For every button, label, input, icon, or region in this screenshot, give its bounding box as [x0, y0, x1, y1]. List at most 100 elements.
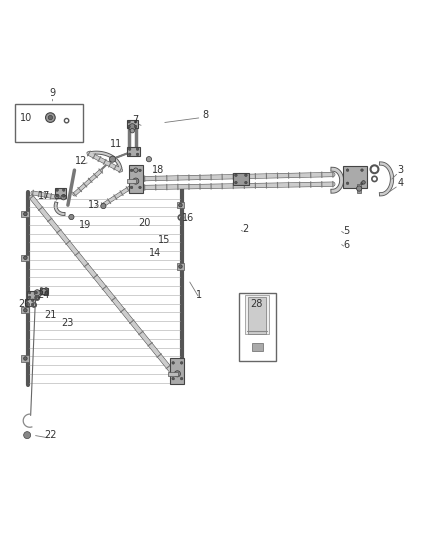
- Circle shape: [362, 181, 365, 184]
- Text: 11: 11: [110, 139, 122, 149]
- Circle shape: [130, 128, 134, 133]
- Circle shape: [128, 120, 130, 123]
- Circle shape: [55, 194, 59, 199]
- Bar: [177, 263, 184, 270]
- Text: 24: 24: [38, 290, 50, 300]
- Circle shape: [28, 296, 31, 298]
- Circle shape: [35, 296, 37, 298]
- FancyBboxPatch shape: [15, 104, 83, 142]
- Text: 9: 9: [49, 88, 56, 99]
- Bar: [127, 147, 140, 156]
- Text: 10: 10: [20, 112, 32, 123]
- Bar: [21, 211, 29, 217]
- Circle shape: [346, 169, 349, 172]
- Circle shape: [128, 125, 130, 128]
- Circle shape: [130, 186, 133, 189]
- Circle shape: [174, 371, 180, 377]
- Circle shape: [24, 256, 27, 260]
- Circle shape: [24, 357, 27, 360]
- Circle shape: [46, 113, 55, 123]
- Text: 26: 26: [18, 298, 30, 309]
- Bar: [21, 255, 29, 261]
- Bar: [233, 173, 249, 185]
- Bar: [251, 343, 263, 351]
- Circle shape: [139, 186, 141, 189]
- Text: 8: 8: [203, 110, 209, 120]
- Circle shape: [63, 195, 65, 197]
- Circle shape: [25, 303, 28, 306]
- Bar: [343, 166, 367, 188]
- Bar: [21, 307, 29, 313]
- Circle shape: [40, 287, 43, 290]
- Text: 6: 6: [343, 240, 349, 249]
- Circle shape: [179, 204, 182, 207]
- Circle shape: [45, 291, 47, 294]
- Circle shape: [40, 291, 43, 294]
- Circle shape: [56, 195, 58, 197]
- Text: 28: 28: [250, 298, 262, 309]
- Text: 23: 23: [62, 318, 74, 328]
- Circle shape: [24, 309, 27, 312]
- Circle shape: [244, 174, 247, 176]
- Circle shape: [32, 299, 34, 302]
- Circle shape: [129, 124, 136, 131]
- Bar: [357, 184, 361, 193]
- Circle shape: [25, 299, 28, 302]
- Circle shape: [244, 181, 247, 184]
- Text: 14: 14: [149, 248, 162, 259]
- Bar: [127, 120, 138, 128]
- Circle shape: [360, 182, 364, 184]
- Circle shape: [134, 125, 137, 128]
- Bar: [170, 358, 184, 384]
- Bar: [168, 372, 178, 376]
- Bar: [129, 165, 143, 193]
- Circle shape: [35, 292, 37, 294]
- Text: 22: 22: [44, 430, 57, 440]
- Bar: [245, 295, 269, 334]
- Text: 21: 21: [44, 310, 57, 320]
- Bar: [40, 287, 48, 294]
- Circle shape: [63, 189, 65, 191]
- Text: 7: 7: [133, 115, 139, 125]
- Bar: [55, 188, 66, 198]
- Circle shape: [172, 377, 174, 380]
- Text: 16: 16: [182, 213, 194, 223]
- Circle shape: [110, 156, 116, 162]
- Circle shape: [56, 189, 58, 191]
- Text: 1: 1: [196, 290, 202, 300]
- Bar: [21, 356, 29, 361]
- Circle shape: [61, 195, 66, 200]
- Circle shape: [146, 157, 152, 162]
- Circle shape: [172, 361, 174, 364]
- Circle shape: [130, 169, 133, 172]
- Circle shape: [357, 186, 362, 191]
- Circle shape: [179, 265, 182, 268]
- Bar: [127, 179, 136, 183]
- Circle shape: [32, 303, 34, 306]
- FancyBboxPatch shape: [239, 293, 276, 361]
- Text: 3: 3: [398, 165, 404, 175]
- Circle shape: [180, 361, 183, 364]
- Bar: [177, 202, 184, 208]
- Circle shape: [136, 153, 139, 156]
- Circle shape: [136, 148, 139, 150]
- Bar: [27, 291, 38, 299]
- Circle shape: [134, 168, 138, 172]
- Circle shape: [28, 292, 31, 294]
- Circle shape: [360, 169, 364, 172]
- Circle shape: [128, 148, 131, 150]
- Circle shape: [235, 181, 237, 184]
- Text: 18: 18: [152, 165, 164, 175]
- Text: 17: 17: [38, 191, 50, 201]
- Text: 2: 2: [242, 224, 248, 235]
- Circle shape: [134, 120, 137, 123]
- Circle shape: [69, 214, 74, 220]
- Text: 12: 12: [75, 156, 87, 166]
- Circle shape: [101, 204, 106, 209]
- Circle shape: [180, 377, 183, 380]
- Circle shape: [346, 182, 349, 184]
- Text: 15: 15: [158, 235, 170, 245]
- Circle shape: [45, 287, 47, 290]
- Text: 5: 5: [343, 227, 349, 237]
- Text: 13: 13: [88, 200, 100, 210]
